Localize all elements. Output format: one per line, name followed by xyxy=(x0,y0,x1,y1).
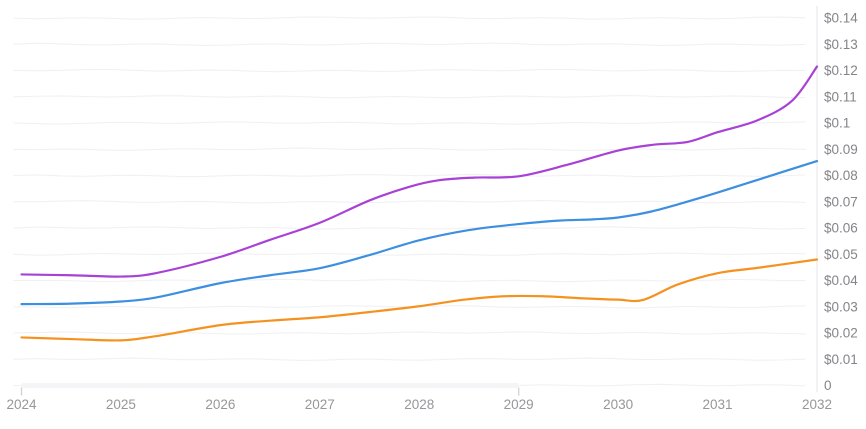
gridline xyxy=(13,42,806,46)
y-axis-label: 0 xyxy=(824,378,832,393)
x-axis-label: 2024 xyxy=(6,397,37,412)
gridline xyxy=(13,147,806,151)
gridline xyxy=(13,331,806,335)
x-axis-label: 2032 xyxy=(802,397,832,412)
y-axis-label: $0.03 xyxy=(824,299,858,314)
gridline xyxy=(13,16,806,20)
gridline xyxy=(13,68,806,73)
y-axis-label: $0.05 xyxy=(824,247,858,262)
gridline xyxy=(13,200,806,204)
x-axis-label: 2028 xyxy=(404,397,434,412)
gridline xyxy=(13,173,806,178)
y-axis-label: $0.06 xyxy=(824,221,858,236)
gridlines xyxy=(13,16,806,388)
y-axis-label: $0.01 xyxy=(824,352,858,367)
y-axis-label: $0.07 xyxy=(824,194,858,209)
purple-line xyxy=(20,65,819,278)
x-axis-label: 2025 xyxy=(106,397,136,412)
gridline xyxy=(13,226,806,230)
gridline xyxy=(13,121,806,125)
gridline xyxy=(13,357,806,361)
blue-line xyxy=(20,159,819,306)
gridline xyxy=(13,252,806,256)
y-axis-label: $0.14 xyxy=(824,11,858,26)
y-axis-labels: $0.14 $0.13 $0.12 $0.11 $0.1 $0.09 $0.08 $0.07 $… xyxy=(824,11,858,394)
gridline xyxy=(13,278,806,283)
y-axis-label: $0.12 xyxy=(824,63,858,78)
y-axis-label: $0.04 xyxy=(824,273,858,288)
baseline-band xyxy=(21,383,519,388)
x-axis-labels: 2024 2025 2026 2027 2028 2029 2030 2031 2032 xyxy=(6,397,832,412)
y-axis-label: $0.09 xyxy=(824,142,858,157)
y-axis-label: $0.1 xyxy=(824,116,850,131)
x-axis-label: 2029 xyxy=(504,397,534,412)
series-lines xyxy=(20,65,819,342)
y-axis-label: $0.13 xyxy=(824,37,858,52)
x-axis-label: 2027 xyxy=(305,397,335,412)
x-axis-label: 2030 xyxy=(603,397,633,412)
x-axis-tick-marks xyxy=(20,387,520,396)
gridline xyxy=(13,95,806,99)
y-axis-label: $0.08 xyxy=(824,168,858,183)
x-axis-label: 2026 xyxy=(205,397,235,412)
orange-line xyxy=(20,258,819,342)
y-axis-label: $0.11 xyxy=(824,89,857,104)
x-axis-label: 2031 xyxy=(703,397,733,412)
y-axis-label: $0.02 xyxy=(824,326,858,341)
